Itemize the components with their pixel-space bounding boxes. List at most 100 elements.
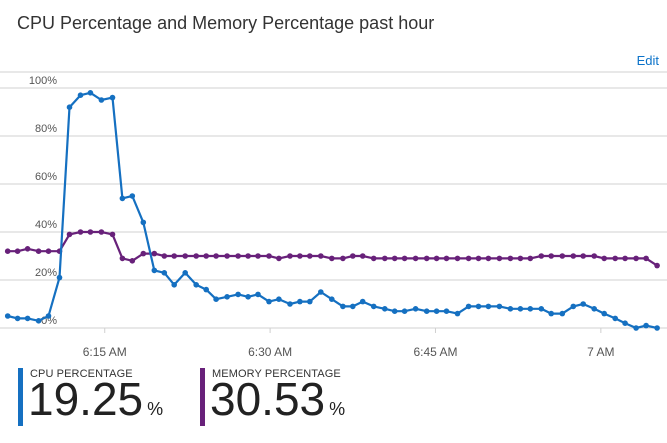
cpu-data-point bbox=[119, 195, 126, 202]
cpu-data-point bbox=[287, 301, 293, 307]
cpu-data-point bbox=[235, 291, 241, 298]
memory-data-point bbox=[601, 255, 607, 262]
memory-data-point bbox=[475, 255, 482, 262]
cpu-data-point bbox=[151, 267, 158, 274]
memory-data-point bbox=[213, 253, 219, 259]
cpu-data-point bbox=[56, 274, 63, 281]
memory-data-point bbox=[4, 248, 11, 254]
cpu-data-point bbox=[129, 193, 136, 199]
cpu-data-point bbox=[507, 306, 514, 312]
x-tick-label: 7 AM bbox=[587, 345, 614, 359]
memory-data-point bbox=[297, 253, 303, 259]
cpu-memory-line-chart[interactable]: 0%20%40%60%80%100%6:15 AM 6:30 AM 6:45 AM 7… bbox=[0, 70, 667, 360]
cpu-data-point bbox=[35, 318, 42, 324]
cpu-summary-unit: % bbox=[147, 399, 164, 419]
memory-data-point bbox=[517, 255, 524, 262]
memory-data-point bbox=[245, 253, 251, 259]
memory-data-point bbox=[140, 250, 147, 257]
cpu-data-point bbox=[633, 325, 639, 331]
memory-data-point bbox=[161, 253, 168, 259]
x-tick-label: 6:45 AM bbox=[413, 345, 457, 359]
cpu-summary-value: 19.25 bbox=[28, 373, 144, 425]
cpu-data-point bbox=[66, 104, 73, 110]
memory-data-point bbox=[35, 248, 42, 254]
cpu-data-point bbox=[517, 306, 524, 312]
cpu-data-point bbox=[538, 306, 545, 312]
memory-data-point bbox=[643, 255, 649, 262]
cpu-data-point bbox=[87, 90, 94, 96]
y-tick-label: 60% bbox=[35, 171, 57, 183]
memory-data-point bbox=[171, 253, 177, 259]
memory-data-point bbox=[235, 253, 241, 259]
memory-data-point bbox=[340, 255, 346, 262]
memory-data-point bbox=[633, 255, 639, 262]
memory-data-point bbox=[182, 253, 188, 259]
cpu-color-bar bbox=[18, 368, 23, 426]
memory-series bbox=[4, 229, 660, 269]
memory-data-point bbox=[77, 229, 84, 235]
memory-data-point bbox=[129, 258, 136, 264]
memory-summary-unit: % bbox=[329, 399, 346, 419]
memory-data-point bbox=[382, 255, 388, 262]
memory-data-point bbox=[548, 253, 554, 259]
cpu-series-line bbox=[6, 91, 659, 330]
cpu-data-point bbox=[45, 313, 52, 319]
cpu-data-point bbox=[24, 315, 31, 322]
cpu-summary: CPU PERCENTAGE 19.25% bbox=[18, 366, 188, 426]
memory-data-point bbox=[591, 253, 597, 259]
memory-data-point bbox=[87, 229, 94, 235]
edit-link[interactable]: Edit bbox=[636, 53, 659, 68]
y-tick-label: 20% bbox=[35, 267, 57, 279]
cpu-data-point bbox=[98, 97, 105, 103]
memory-data-point bbox=[612, 255, 618, 262]
y-tick-label: 100% bbox=[29, 75, 57, 87]
cpu-data-point bbox=[266, 298, 272, 305]
memory-data-point bbox=[224, 253, 230, 259]
cpu-data-point bbox=[548, 310, 554, 317]
cpu-data-point bbox=[193, 282, 199, 288]
memory-summary-label: MEMORY PERCENTAGE bbox=[212, 368, 341, 380]
cpu-data-point bbox=[109, 94, 116, 101]
cpu-data-point bbox=[527, 306, 534, 312]
cpu-data-point bbox=[601, 310, 607, 317]
memory-data-point bbox=[538, 253, 545, 259]
cpu-data-point bbox=[382, 306, 388, 312]
memory-data-point bbox=[109, 231, 116, 238]
memory-data-point bbox=[276, 255, 282, 262]
cpu-data-point bbox=[213, 296, 219, 302]
memory-data-point bbox=[193, 253, 199, 259]
memory-data-point bbox=[359, 253, 366, 259]
memory-data-point bbox=[287, 253, 293, 259]
cpu-data-point bbox=[182, 270, 188, 276]
memory-data-point bbox=[580, 253, 586, 259]
cpu-data-point bbox=[423, 308, 430, 314]
cpu-data-point bbox=[580, 301, 586, 307]
memory-data-point bbox=[266, 253, 272, 259]
memory-data-point bbox=[496, 255, 503, 262]
memory-data-point bbox=[443, 255, 450, 262]
memory-data-point bbox=[14, 248, 21, 254]
memory-data-point bbox=[66, 231, 73, 238]
cpu-data-point bbox=[401, 308, 408, 314]
cpu-data-point bbox=[485, 303, 492, 310]
cpu-data-point bbox=[654, 325, 660, 331]
cpu-summary-value-row: 19.25% bbox=[28, 374, 163, 425]
cpu-data-point bbox=[443, 308, 450, 314]
cpu-data-point bbox=[161, 270, 168, 276]
memory-data-point bbox=[654, 262, 660, 269]
cpu-data-point bbox=[307, 298, 313, 305]
memory-summary-value-row: 30.53% bbox=[210, 374, 345, 425]
cpu-data-point bbox=[612, 315, 618, 322]
cpu-data-point bbox=[391, 308, 398, 314]
memory-data-point bbox=[98, 229, 105, 235]
cpu-data-point bbox=[412, 306, 419, 312]
memory-data-point bbox=[255, 253, 261, 259]
cpu-data-point bbox=[255, 291, 261, 298]
cpu-data-point bbox=[475, 303, 482, 310]
cpu-data-point bbox=[622, 320, 628, 326]
memory-data-point bbox=[119, 255, 126, 262]
tile-title: CPU Percentage and Memory Percentage pas… bbox=[17, 13, 435, 33]
cpu-data-point bbox=[318, 289, 324, 295]
y-tick-label: 40% bbox=[35, 219, 57, 231]
